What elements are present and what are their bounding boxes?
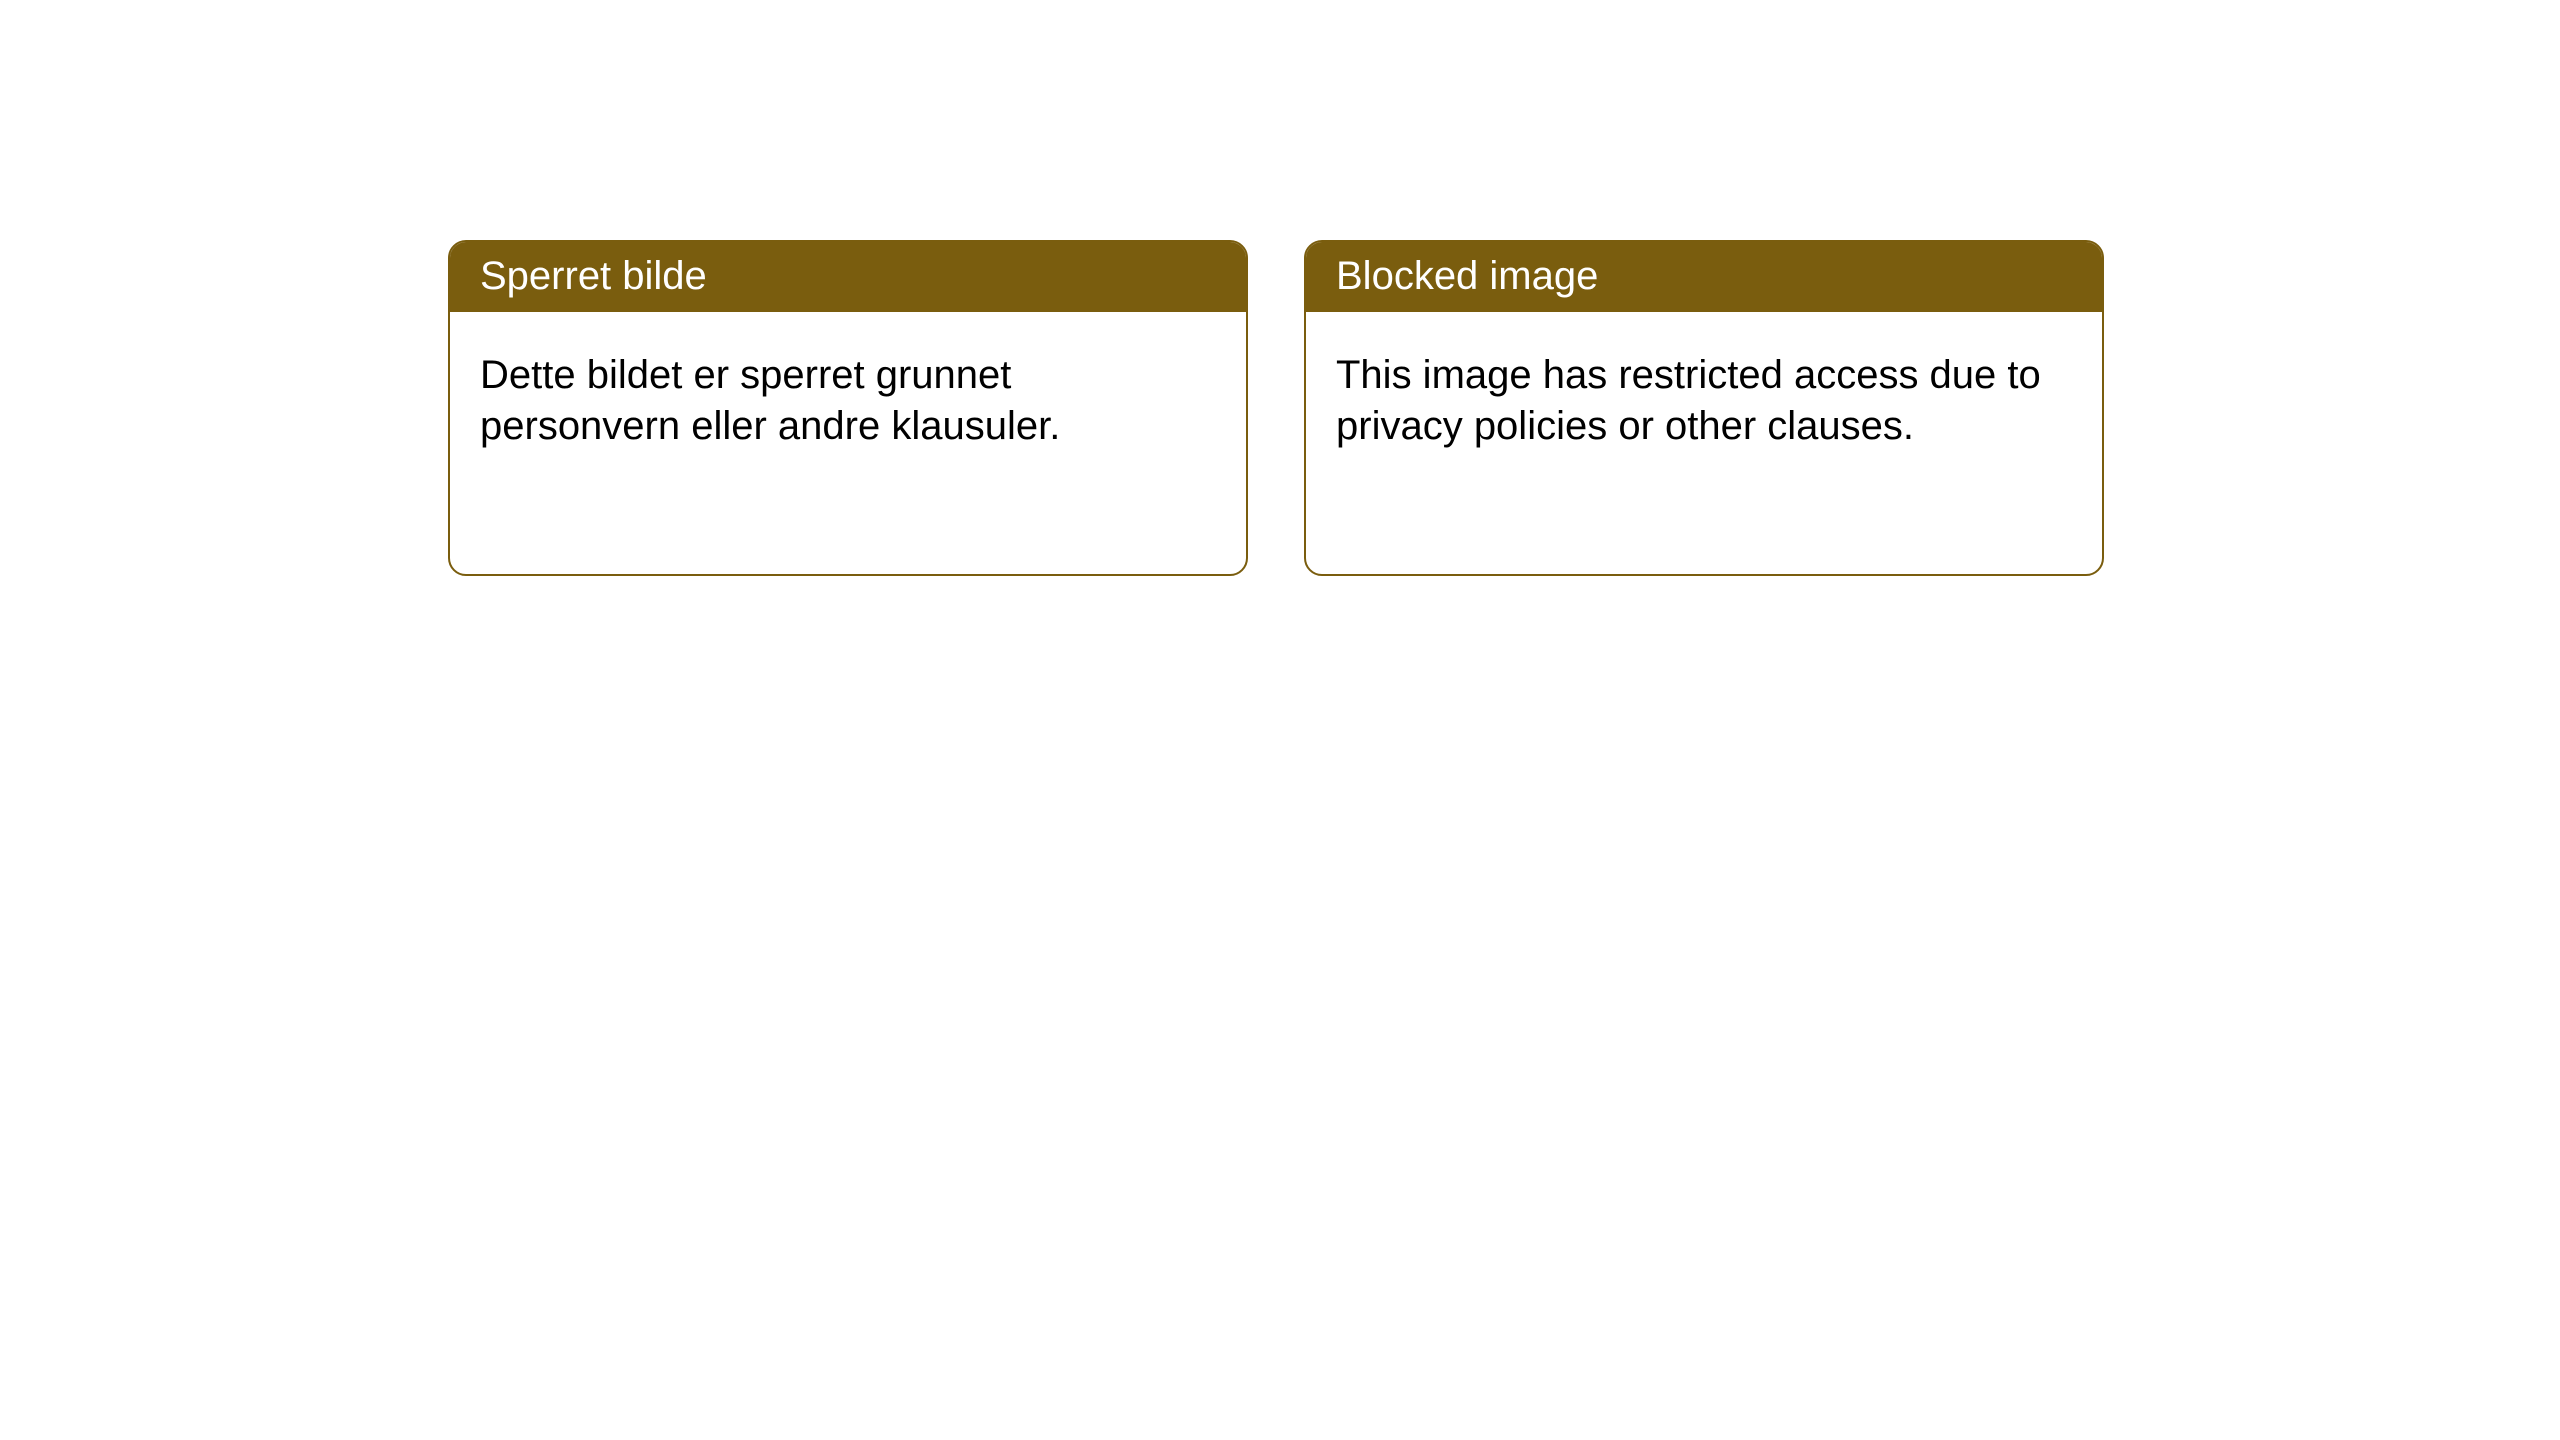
- notice-body-norwegian: Dette bildet er sperret grunnet personve…: [450, 312, 1246, 482]
- notice-header-norwegian: Sperret bilde: [450, 242, 1246, 312]
- notice-box-english: Blocked image This image has restricted …: [1304, 240, 2104, 576]
- notice-header-english: Blocked image: [1306, 242, 2102, 312]
- notice-box-norwegian: Sperret bilde Dette bildet er sperret gr…: [448, 240, 1248, 576]
- notice-container: Sperret bilde Dette bildet er sperret gr…: [0, 0, 2560, 576]
- notice-body-english: This image has restricted access due to …: [1306, 312, 2102, 482]
